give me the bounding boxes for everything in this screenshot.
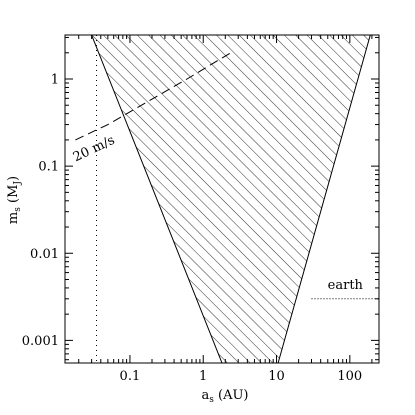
axis-tick-labels: 0.1 1 10 100 0.001 0.01 0.1 1 bbox=[22, 73, 362, 385]
plot-frame bbox=[64, 34, 380, 364]
rv-line-label: 20 m/s bbox=[71, 133, 117, 165]
y-axis-label: ms (MJ) bbox=[6, 176, 23, 224]
x-tick-label: 0.1 bbox=[120, 369, 141, 384]
x-tick-label: 10 bbox=[268, 369, 285, 384]
x-axis-label: as (AU) bbox=[201, 388, 248, 405]
x-tick-label: 1 bbox=[199, 369, 207, 384]
y-tick-label: 0.001 bbox=[22, 334, 59, 349]
y-tick-label: 1 bbox=[51, 73, 59, 88]
y-tick-label: 0.01 bbox=[30, 247, 59, 262]
hatched-excluded-region bbox=[91, 35, 371, 363]
y-tick-label: 0.1 bbox=[38, 160, 59, 175]
earth-label: earth bbox=[328, 278, 364, 293]
radial-velocity-20ms-line bbox=[75, 51, 233, 141]
axis-ticks bbox=[65, 35, 379, 363]
x-tick-label: 100 bbox=[337, 369, 362, 384]
